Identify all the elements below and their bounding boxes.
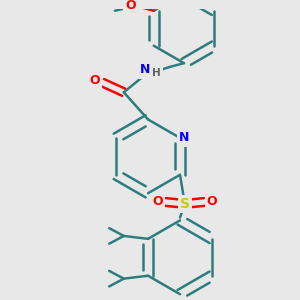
Text: O: O [152, 196, 163, 208]
Text: O: O [125, 0, 136, 12]
Text: S: S [180, 197, 190, 211]
Text: O: O [207, 196, 217, 208]
Text: O: O [89, 74, 100, 87]
Text: H: H [152, 68, 161, 78]
Text: N: N [179, 131, 189, 144]
Text: N: N [140, 64, 150, 76]
